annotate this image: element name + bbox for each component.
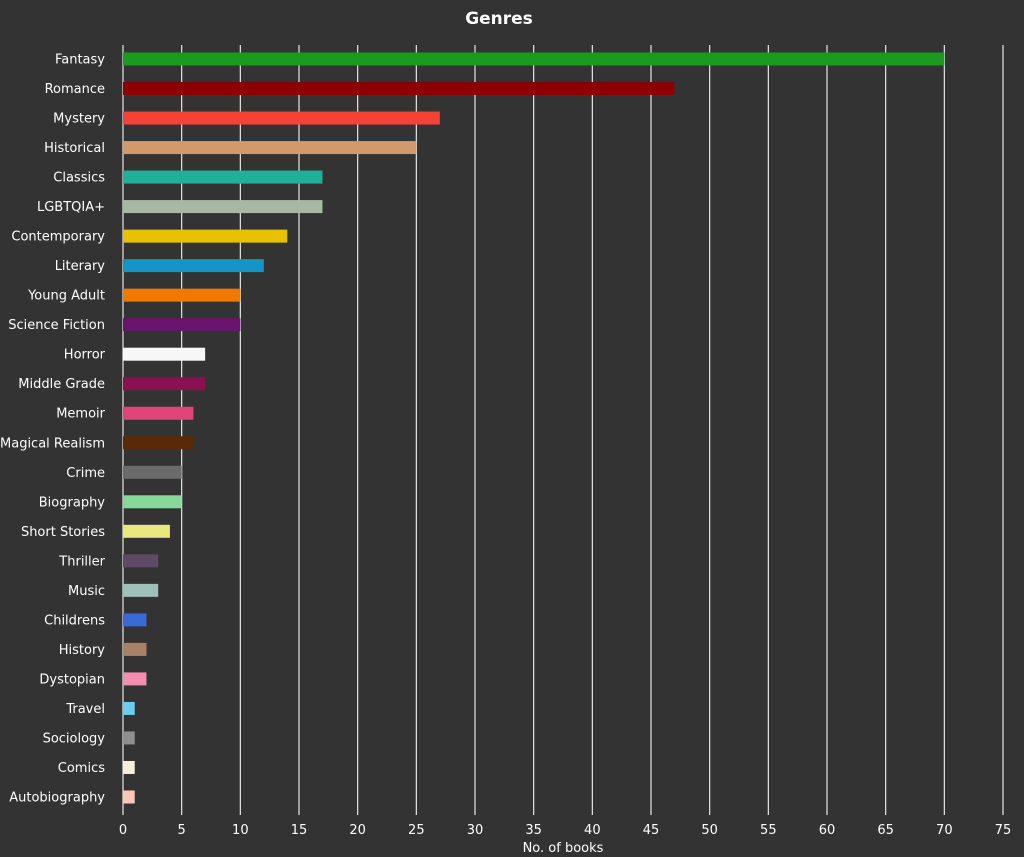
category-label: Mystery — [53, 112, 105, 127]
x-tick-label: 55 — [760, 823, 777, 838]
bar — [123, 259, 264, 273]
x-tick-label: 45 — [643, 823, 660, 838]
bar — [123, 583, 159, 597]
x-tick-label: 50 — [701, 823, 718, 838]
category-label: Contemporary — [11, 230, 105, 245]
x-tick-label: 75 — [995, 823, 1012, 838]
category-label: Memoir — [56, 407, 105, 422]
x-tick-label: 5 — [178, 823, 186, 838]
bar — [123, 318, 241, 332]
category-label: Historical — [44, 141, 105, 156]
category-label: Middle Grade — [18, 377, 105, 392]
bar — [123, 52, 945, 66]
category-label: Crime — [66, 466, 105, 481]
bar — [123, 790, 135, 804]
category-label: History — [59, 643, 106, 658]
bar — [123, 465, 182, 479]
category-labels: Fantasy Romance Mystery Historical Classics L… — [0, 53, 106, 806]
bar — [123, 524, 170, 538]
bar — [123, 141, 417, 155]
bar — [123, 701, 135, 715]
bar — [123, 406, 194, 420]
bar — [123, 760, 135, 774]
bars — [123, 52, 945, 804]
bar — [123, 347, 206, 361]
bar — [123, 200, 323, 214]
x-tick-label: 10 — [232, 823, 249, 838]
bar — [123, 111, 440, 125]
category-label: Magical Realism — [0, 436, 105, 451]
x-tick-label: 15 — [291, 823, 308, 838]
x-tick-label: 35 — [525, 823, 542, 838]
bar — [123, 170, 323, 184]
x-tick-label: 40 — [584, 823, 601, 838]
bar — [123, 642, 147, 656]
bar — [123, 288, 241, 302]
bar — [123, 495, 182, 509]
category-label: Biography — [39, 495, 106, 510]
category-label: Horror — [64, 348, 106, 363]
category-label: Childrens — [44, 613, 105, 628]
category-label: Sociology — [43, 731, 106, 746]
bar — [123, 436, 194, 450]
x-tick-label: 25 — [408, 823, 425, 838]
category-label: Short Stories — [21, 525, 105, 540]
x-tick-label: 0 — [119, 823, 127, 838]
category-label: Literary — [55, 259, 106, 274]
x-tick-label: 30 — [467, 823, 484, 838]
bar — [123, 731, 135, 745]
category-label: Fantasy — [55, 53, 105, 68]
category-label: Thriller — [58, 554, 105, 569]
gridlines — [122, 45, 1004, 815]
bar — [123, 554, 159, 568]
category-label: Comics — [58, 761, 105, 776]
category-label: Travel — [65, 702, 105, 717]
category-label: Science Fiction — [8, 318, 105, 333]
bar — [123, 672, 147, 686]
bar — [123, 613, 147, 627]
bar — [123, 229, 288, 243]
category-label: Romance — [45, 82, 105, 97]
x-tick-label: 60 — [819, 823, 836, 838]
x-tick-label: 70 — [936, 823, 953, 838]
bar — [123, 82, 675, 96]
category-label: Dystopian — [39, 672, 105, 687]
bar — [123, 377, 206, 391]
x-tick-label: 65 — [877, 823, 894, 838]
category-label: Young Adult — [27, 289, 105, 304]
x-axis-label: No. of books — [523, 841, 604, 856]
category-label: Autobiography — [9, 791, 105, 806]
x-tick-label: 20 — [349, 823, 366, 838]
category-label: Music — [68, 584, 105, 599]
chart-title: Genres — [465, 9, 533, 29]
category-label: LGBTQIA+ — [37, 200, 105, 215]
category-label: Classics — [53, 171, 105, 186]
x-tick-labels: 0 5 10 15 20 25 30 35 40 45 50 55 60 65 70 75 — [119, 823, 1011, 838]
